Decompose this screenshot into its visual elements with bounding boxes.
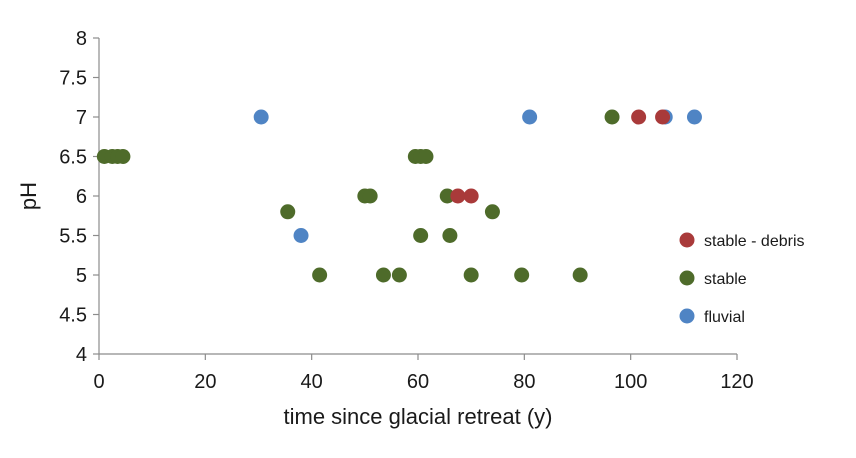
y-axis-title: pH: [16, 182, 41, 210]
data-point: [463, 188, 479, 204]
axes: [98, 38, 737, 355]
data-point: [484, 204, 500, 220]
data-point: [514, 267, 530, 283]
data-point: [312, 267, 328, 283]
y-tick-label: 5.5: [59, 226, 87, 248]
data-points: [96, 109, 702, 283]
data-point: [418, 149, 434, 164]
data-point: [442, 228, 458, 243]
x-tick-label: 20: [194, 371, 216, 393]
data-point: [604, 109, 620, 125]
legend-marker: [679, 232, 695, 248]
x-tick-label: 40: [301, 371, 323, 393]
legend-marker: [679, 308, 695, 324]
y-tick-label: 4: [76, 344, 87, 366]
x-axis-title: time since glacial retreat (y): [284, 404, 553, 429]
legend-marker: [679, 270, 695, 286]
x-tick-label: 0: [93, 371, 104, 393]
data-point: [463, 267, 479, 283]
data-point: [572, 267, 588, 283]
data-point: [686, 109, 702, 125]
y-tick-label: 7.5: [59, 68, 87, 90]
data-point: [375, 267, 391, 283]
data-point: [280, 204, 296, 220]
data-point: [115, 149, 131, 164]
y-tick-label: 6: [76, 186, 87, 208]
y-ticks: 4 4.5 5 5.5 6 6.5 7 7.5 8: [59, 28, 99, 366]
y-tick-label: 6.5: [59, 147, 87, 169]
x-tick-label: 80: [513, 371, 535, 393]
data-point: [253, 109, 269, 125]
data-point: [450, 188, 466, 204]
legend-label: stable: [704, 271, 747, 288]
y-tick-label: 5: [76, 265, 87, 287]
data-point: [522, 109, 538, 125]
data-point: [362, 188, 378, 204]
legend-label: stable - debris: [704, 233, 805, 250]
data-point: [413, 228, 429, 243]
x-tick-label: 120: [720, 371, 753, 393]
data-point: [655, 109, 671, 125]
y-tick-label: 8: [76, 28, 87, 50]
data-point: [391, 267, 407, 283]
y-tick-label: 4.5: [59, 305, 87, 327]
x-tick-label: 100: [614, 371, 647, 393]
legend: stable - debris stable fluvial: [679, 232, 805, 326]
y-tick-label: 7: [76, 107, 87, 129]
x-tick-label: 60: [407, 371, 429, 393]
data-point: [631, 109, 647, 125]
x-ticks: 0 20 40 60 80 100 120: [93, 354, 754, 393]
data-point: [439, 188, 455, 204]
data-point: [293, 228, 309, 243]
legend-label: fluvial: [704, 309, 745, 326]
